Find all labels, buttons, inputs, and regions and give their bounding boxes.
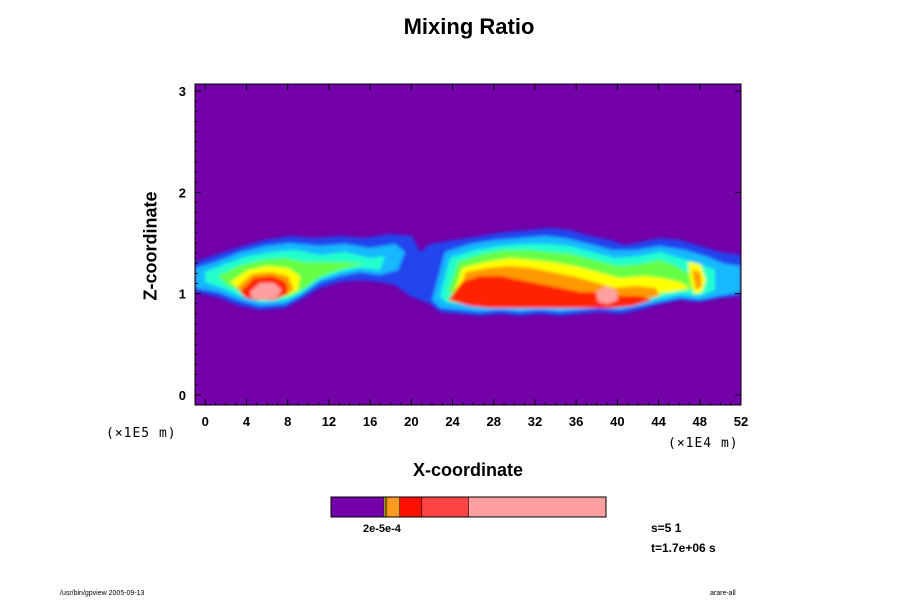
x-tick-label: 52	[734, 414, 748, 429]
colorbar-segment	[384, 497, 386, 517]
x-tick-label: 28	[487, 414, 501, 429]
footer-file: arare-all	[710, 590, 736, 597]
chart-title: Mixing Ratio	[403, 14, 535, 39]
step-label: s=5 1	[651, 521, 682, 535]
y-axis-label: Z-coordinate	[140, 191, 161, 301]
plot-frame	[194, 83, 742, 406]
x-tick-label: 4	[243, 414, 251, 429]
x-tick-label: 0	[202, 414, 209, 429]
colorbar-segment	[331, 497, 385, 517]
x-tick-label: 20	[404, 414, 418, 429]
x-axis-unit: (×1E4 m)	[668, 436, 739, 451]
colorbar-segment	[385, 497, 387, 517]
colorbar-segment	[399, 497, 422, 517]
x-tick-label: 24	[445, 414, 460, 429]
y-tick-label: 3	[179, 84, 186, 99]
colorbar	[330, 496, 607, 518]
x-axis-ticks: 0 4 8 12 16 20 24 28 32 36 40 44 48 52	[202, 84, 748, 429]
y-axis-ticks: 0 1 2 3	[179, 84, 741, 406]
x-tick-label: 32	[528, 414, 542, 429]
mixing-ratio-field	[195, 228, 741, 316]
colorbar-segment	[468, 497, 606, 517]
y-tick-label: 2	[179, 185, 186, 200]
x-tick-label: 40	[610, 414, 624, 429]
x-tick-label: 48	[693, 414, 707, 429]
x-tick-label: 36	[569, 414, 583, 429]
field-level-7	[240, 276, 652, 308]
colorbar-label: 2e-5e-4	[363, 523, 401, 535]
colorbar-segment	[421, 497, 469, 517]
y-tick-label: 0	[179, 388, 186, 403]
footer-command: /usr/bin/gpview 2005-09-13	[60, 590, 145, 597]
x-tick-label: 8	[284, 414, 291, 429]
x-tick-label: 44	[651, 414, 666, 429]
y-tick-label: 1	[179, 287, 186, 302]
time-label: t=1.7e+06 s	[651, 541, 716, 555]
y-axis-unit: (×1E5 m)	[106, 426, 177, 441]
x-tick-label: 12	[322, 414, 336, 429]
x-axis-label: X-coordinate	[412, 460, 523, 480]
x-tick-label: 16	[363, 414, 377, 429]
colorbar-segment	[386, 497, 400, 517]
